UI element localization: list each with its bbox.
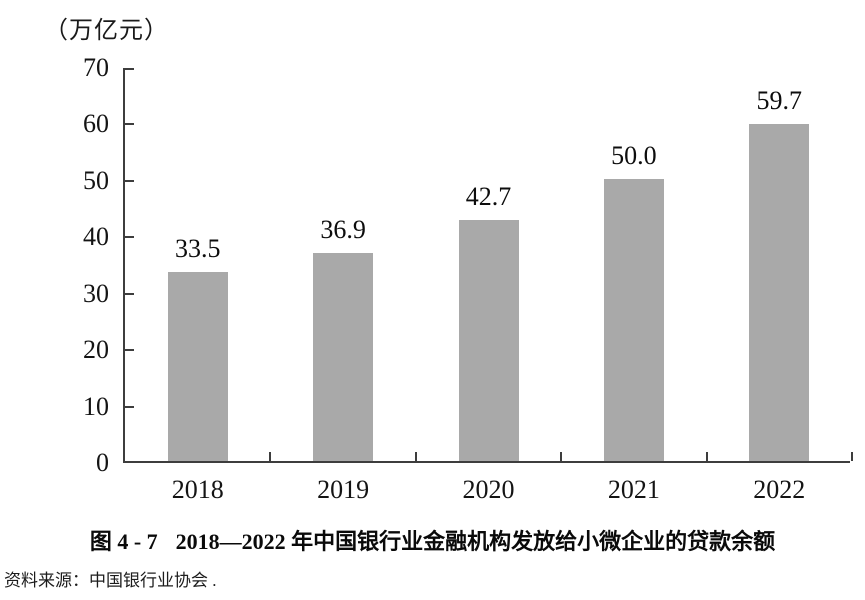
- y-axis-tick-mark: [125, 405, 134, 408]
- figure-title: 2018—2022 年中国银行业金融机构发放给小微企业的贷款余额: [175, 529, 776, 554]
- x-axis-tick-label: 2018: [171, 475, 224, 504]
- figure-number: 图 4 - 7: [89, 529, 158, 554]
- y-axis-tick-mark: [125, 179, 134, 182]
- y-axis-tick-label: 70: [83, 53, 109, 82]
- x-axis-tick-mark: [705, 452, 708, 461]
- y-axis-tick-label: 60: [83, 109, 109, 139]
- y-axis-tick-mark: [125, 68, 134, 70]
- bar-2021: [603, 178, 664, 461]
- bar-value-label: 36.9: [320, 214, 366, 244]
- x-axis-tick-label: 2021: [607, 475, 660, 504]
- y-axis-tick-mark: [125, 123, 134, 126]
- source-note: 资料来源：中国银行业协会 .: [4, 571, 217, 590]
- x-axis-tick-mark: [269, 452, 272, 461]
- bar-value-label: 42.7: [465, 182, 512, 212]
- bar-2022: [749, 124, 810, 461]
- x-axis-tick-mark: [851, 452, 853, 461]
- bar-value-label: 59.7: [756, 86, 803, 116]
- y-axis-tick-mark: [125, 236, 134, 239]
- y-axis-tick-label: 50: [83, 165, 109, 195]
- bar-2018: [167, 271, 228, 461]
- x-axis-tick-mark: [560, 452, 563, 461]
- plot-area: 0 10 20 30 40 50 60 70 33.5 2018 36.9 2019 42.7 2020 5…: [83, 53, 853, 504]
- bar-2020: [458, 220, 519, 461]
- x-axis-tick-label: 2022: [753, 475, 806, 504]
- y-axis-unit-label: （万亿元）: [44, 18, 169, 44]
- figure-caption: 图 4 - 7 2018—2022 年中国银行业金融机构发放给小微企业的贷款余额: [0, 524, 865, 556]
- bar-value-label: 50.0: [611, 140, 657, 170]
- y-axis-tick-label: 10: [83, 391, 109, 421]
- x-axis-tick-label: 2019: [317, 475, 370, 504]
- y-axis-tick-label: 0: [96, 448, 109, 477]
- y-axis-tick-label: 40: [83, 222, 109, 252]
- x-axis-tick-label: 2020: [462, 475, 515, 504]
- y-axis-tick-label: 30: [83, 278, 109, 308]
- bar-value-label: 33.5: [174, 233, 221, 263]
- y-axis-tick-mark: [125, 292, 134, 295]
- y-axis-tick-label: 20: [83, 335, 109, 365]
- bar-2019: [313, 252, 374, 461]
- x-axis-tick-mark: [414, 452, 417, 461]
- y-axis-tick-mark: [125, 349, 134, 352]
